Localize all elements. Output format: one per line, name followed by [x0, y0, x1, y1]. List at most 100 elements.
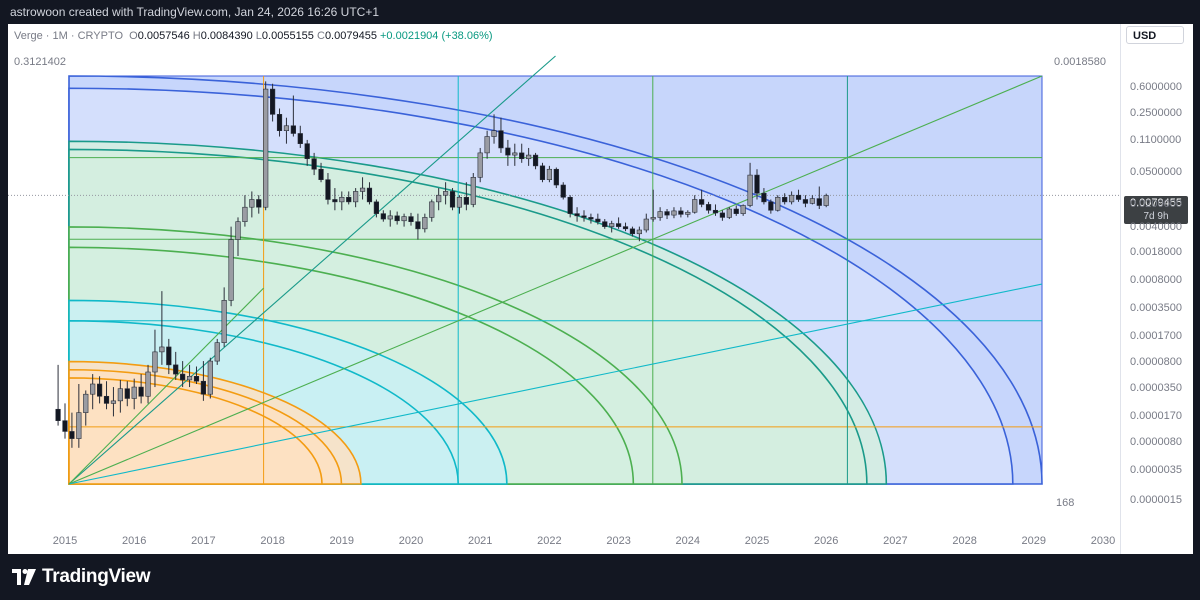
- candle-body: [609, 223, 615, 227]
- candle-body: [436, 194, 442, 203]
- candle-body: [359, 187, 366, 192]
- candle-body: [55, 408, 61, 421]
- candle-body: [256, 199, 262, 208]
- candle-body: [768, 201, 774, 211]
- candle-body: [311, 158, 317, 170]
- price-axis-label: 0.0000350: [1130, 382, 1182, 394]
- price-axis-label: 0.6000000: [1130, 81, 1182, 93]
- candle-body: [242, 206, 248, 222]
- candle-body: [353, 191, 359, 203]
- candle-body: [546, 168, 552, 180]
- candle-body: [249, 199, 255, 208]
- time-axis-label: 2025: [744, 535, 770, 547]
- ohlc-legend: Verge · 1M · CRYPTO O0.0057546 H0.008439…: [14, 30, 493, 42]
- candle-body: [636, 229, 642, 235]
- level-label-top-right: 0.0018580: [1054, 56, 1106, 68]
- candle-body: [823, 195, 829, 206]
- high-value: 0.0084390: [200, 30, 253, 42]
- candle-body: [795, 194, 802, 200]
- candle-body: [422, 217, 428, 230]
- candle-body: [512, 152, 518, 156]
- candle-body: [553, 168, 559, 186]
- candle-body: [228, 239, 234, 301]
- candle-body: [671, 210, 677, 216]
- candle-body: [574, 213, 580, 217]
- candle-body: [263, 88, 269, 208]
- time-axis-label: 2022: [537, 535, 562, 547]
- candle-body: [484, 136, 490, 154]
- level-label-top-left: 0.3121402: [14, 56, 66, 68]
- candle-body: [463, 196, 469, 205]
- price-axis-label: 0.2500000: [1130, 107, 1182, 119]
- candle-body: [505, 147, 511, 156]
- candle-body: [380, 213, 386, 220]
- candle-body: [775, 196, 781, 211]
- candle-body: [678, 210, 684, 215]
- price-axis-label: 0.0500000: [1130, 166, 1182, 178]
- candle-body: [560, 184, 566, 198]
- price-axis-label: 0.0008000: [1130, 274, 1182, 286]
- open-value: 0.0057546: [137, 30, 190, 42]
- candle-body: [470, 176, 476, 205]
- time-axis-label: 2030: [1090, 535, 1116, 547]
- tradingview-brand: TradingView: [42, 566, 151, 587]
- candle-body: [173, 364, 179, 375]
- candle-body: [408, 216, 414, 222]
- price-axis-label: 0.0200000: [1130, 198, 1182, 210]
- high-label: H: [192, 30, 201, 42]
- candle-body: [816, 198, 822, 206]
- candle-body: [103, 395, 110, 404]
- time-axis[interactable]: 2015 2016 2017 2018 2019 2020 2021 2022 2023 2024…: [8, 530, 1120, 554]
- candle-body: [117, 388, 123, 402]
- candle-body: [456, 196, 463, 208]
- candle-body: [491, 130, 497, 137]
- last-price-tag: 0.0079455 7d 9h: [1124, 196, 1188, 224]
- time-axis-label: 2029: [1021, 535, 1047, 547]
- price-axis[interactable]: [1120, 24, 1193, 554]
- time-axis-label: 2015: [52, 535, 78, 547]
- candle-body: [664, 211, 670, 216]
- bar-countdown: 7d 9h: [1143, 211, 1169, 222]
- close-value: 0.0079455: [324, 30, 377, 42]
- candle-body: [276, 114, 283, 131]
- candle-body: [498, 130, 504, 149]
- candle-body: [643, 218, 649, 231]
- candle-body: [76, 412, 82, 439]
- chart-plot[interactable]: [8, 24, 1120, 530]
- candle-body: [110, 400, 117, 404]
- candle-body: [138, 386, 144, 397]
- time-axis-label: 2017: [191, 535, 216, 547]
- candle-body: [304, 143, 310, 160]
- symbol-label[interactable]: Verge · 1M · CRYPTO: [14, 30, 124, 42]
- candle-body: [90, 383, 96, 395]
- price-axis-label: 0.0000015: [1130, 494, 1182, 506]
- currency-button[interactable]: USD: [1126, 26, 1184, 44]
- candle-body: [83, 393, 89, 413]
- candle-body: [131, 386, 137, 399]
- candle-body: [401, 216, 407, 222]
- candle-body: [449, 191, 456, 208]
- price-axis-label: 0.0000035: [1130, 464, 1182, 476]
- candle-body: [705, 204, 712, 211]
- candle-body: [97, 383, 103, 397]
- candle-body: [200, 380, 207, 395]
- candle-body: [221, 300, 227, 343]
- candle-body: [602, 221, 608, 227]
- candle-body: [802, 199, 809, 204]
- candle-body: [442, 191, 449, 196]
- candle-body: [581, 215, 587, 218]
- candle-body: [809, 198, 815, 204]
- candle-body: [747, 174, 753, 206]
- candle-body: [235, 221, 241, 240]
- candle-body: [588, 217, 594, 220]
- candle-body: [539, 165, 546, 180]
- gann-fan-line-3: [68, 287, 264, 485]
- candle-body: [207, 360, 213, 395]
- candle-body: [615, 223, 622, 227]
- time-axis-label: 2020: [398, 535, 424, 547]
- candle-body: [339, 196, 345, 203]
- candle-body: [283, 125, 290, 131]
- gann-fan-line-1: [68, 75, 1043, 485]
- tradingview-logo[interactable]: TradingView: [12, 566, 151, 588]
